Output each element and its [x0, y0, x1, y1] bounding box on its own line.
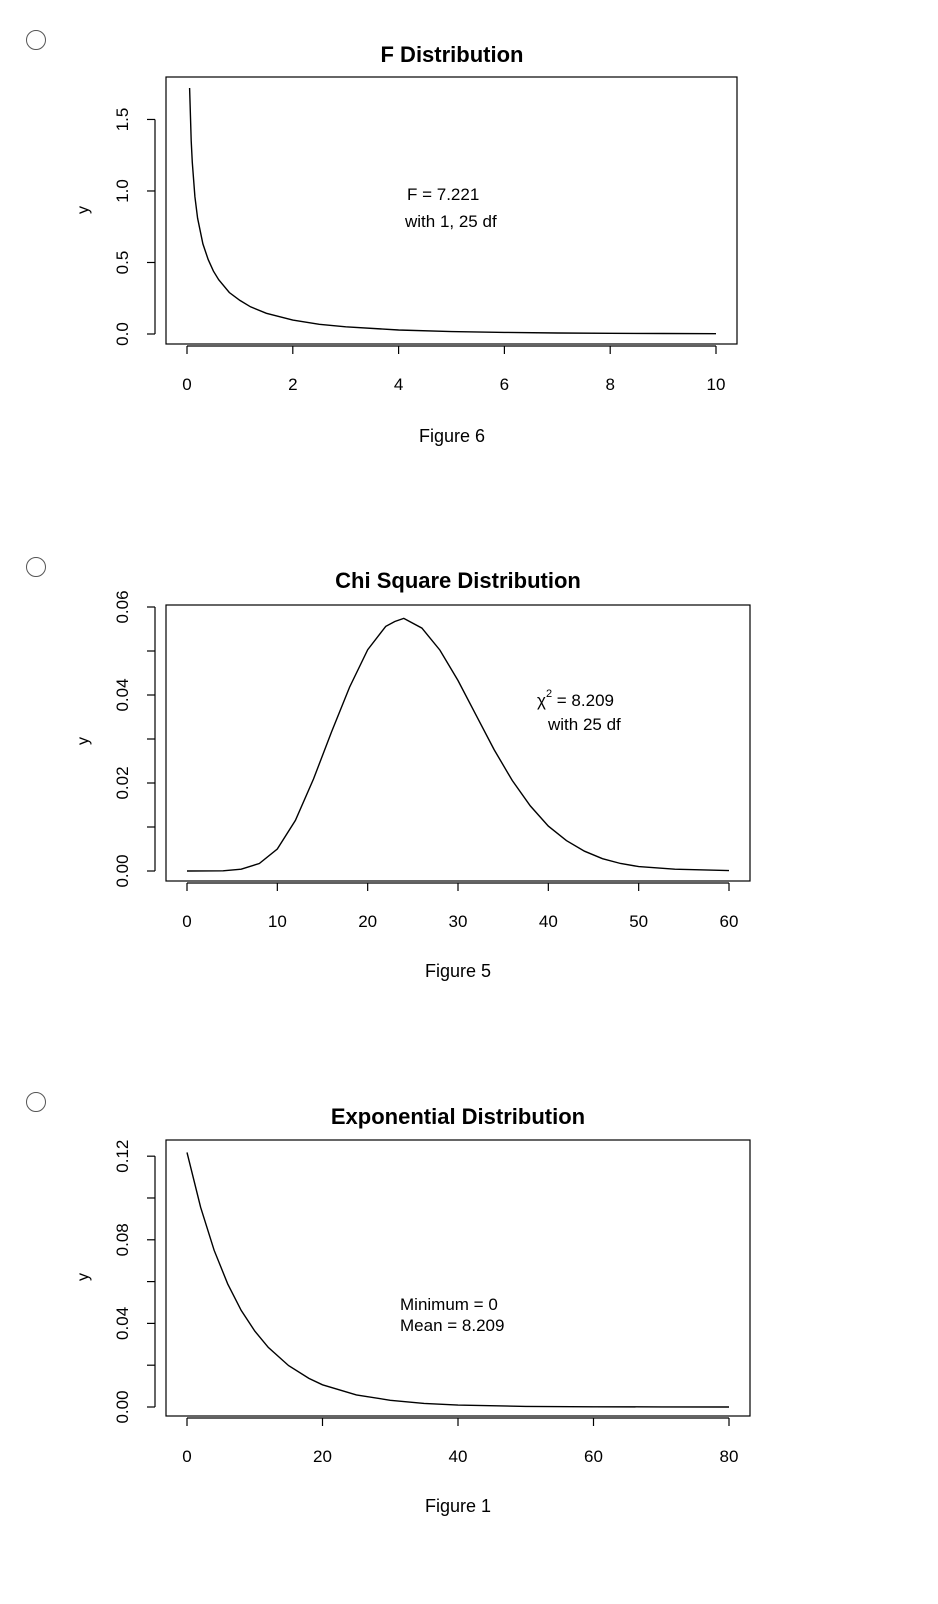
y-axis-label: y — [75, 206, 92, 214]
x-tick-label: 20 — [313, 1447, 332, 1466]
y-tick-label: 1.0 — [113, 179, 132, 203]
y-tick-label: 0.04 — [113, 678, 132, 711]
y-tick-label: 0.00 — [113, 854, 132, 887]
x-tick-label: 10 — [268, 912, 287, 931]
plot-frame — [165, 604, 751, 882]
x-tick-label: 40 — [539, 912, 558, 931]
y-tick-label: 0.08 — [113, 1223, 132, 1256]
chart-title: F Distribution — [381, 42, 524, 67]
chart-f-distribution: F Distribution y 0 2 4 6 8 10 0.0 0.5 1.0 1.5 F =… — [75, 42, 738, 446]
figure-caption: Figure 6 — [419, 426, 485, 446]
y-tick-label: 0.04 — [113, 1307, 132, 1340]
radio-button[interactable] — [26, 30, 46, 50]
density-curve — [188, 87, 717, 335]
chart-chi-square-distribution: Chi Square Distribution y 0 10 20 30 40 50 60 0… — [75, 568, 751, 981]
radio-button[interactable] — [26, 557, 46, 577]
annotation-line-2: with 25 df — [547, 715, 621, 734]
y-axis-label: y — [75, 737, 92, 745]
annotation-line-2: Mean = 8.209 — [400, 1316, 504, 1335]
x-tick-label: 10 — [707, 375, 726, 394]
y-tick-label: 1.5 — [113, 108, 132, 132]
y-axis-label: y — [75, 1273, 92, 1281]
y-tick-label: 0.02 — [113, 766, 132, 799]
x-tick-label: 0 — [182, 912, 191, 931]
x-tick-label: 2 — [288, 375, 297, 394]
x-tick-label: 4 — [394, 375, 403, 394]
density-curve — [186, 617, 730, 872]
y-tick-label: 0.12 — [113, 1140, 132, 1173]
x-tick-label: 60 — [720, 912, 739, 931]
figure-caption: Figure 5 — [425, 961, 491, 981]
x-tick-label: 6 — [500, 375, 509, 394]
chart-title: Exponential Distribution — [331, 1104, 585, 1129]
plot-frame — [165, 76, 738, 345]
x-tick-label: 0 — [182, 375, 191, 394]
y-tick-label: 0.06 — [113, 590, 132, 623]
annotation-line-1: Minimum = 0 — [400, 1295, 498, 1314]
y-tick-label: 0.00 — [113, 1390, 132, 1423]
answer-option-chi-square-distribution[interactable]: Chi Square Distribution y 0 10 20 30 40 50 60 0… — [0, 530, 938, 1060]
plot-frame — [165, 1139, 751, 1417]
chart-title: Chi Square Distribution — [335, 568, 581, 593]
x-tick-label: 30 — [449, 912, 468, 931]
x-tick-label: 40 — [449, 1447, 468, 1466]
y-tick-label: 0.5 — [113, 251, 132, 275]
x-tick-label: 60 — [584, 1447, 603, 1466]
x-tick-label: 50 — [629, 912, 648, 931]
answer-option-exponential-distribution[interactable]: Exponential Distribution y 0 20 40 60 80 0.00… — [0, 1070, 938, 1604]
x-tick-label: 80 — [720, 1447, 739, 1466]
x-tick-label: 20 — [358, 912, 377, 931]
answer-option-f-distribution[interactable]: F Distribution y 0 2 4 6 8 10 0.0 0.5 1.0 1.5 F =… — [0, 0, 938, 520]
chi-symbol: χ — [537, 691, 546, 710]
annotation-line-1: χ2 = 8.209 — [537, 688, 614, 710]
y-tick-label: 0.0 — [113, 322, 132, 346]
x-tick-label: 0 — [182, 1447, 191, 1466]
chi-value: = 8.209 — [552, 691, 614, 710]
x-tick-label: 8 — [605, 375, 614, 394]
annotation-line-1: F = 7.221 — [407, 185, 479, 204]
chart-exponential-distribution: Exponential Distribution y 0 20 40 60 80 0.00… — [75, 1104, 751, 1516]
density-curve — [186, 1152, 730, 1408]
radio-button[interactable] — [26, 1092, 46, 1112]
figure-caption: Figure 1 — [425, 1496, 491, 1516]
superscript-2: 2 — [546, 688, 552, 700]
annotation-line-2: with 1, 25 df — [404, 212, 497, 231]
